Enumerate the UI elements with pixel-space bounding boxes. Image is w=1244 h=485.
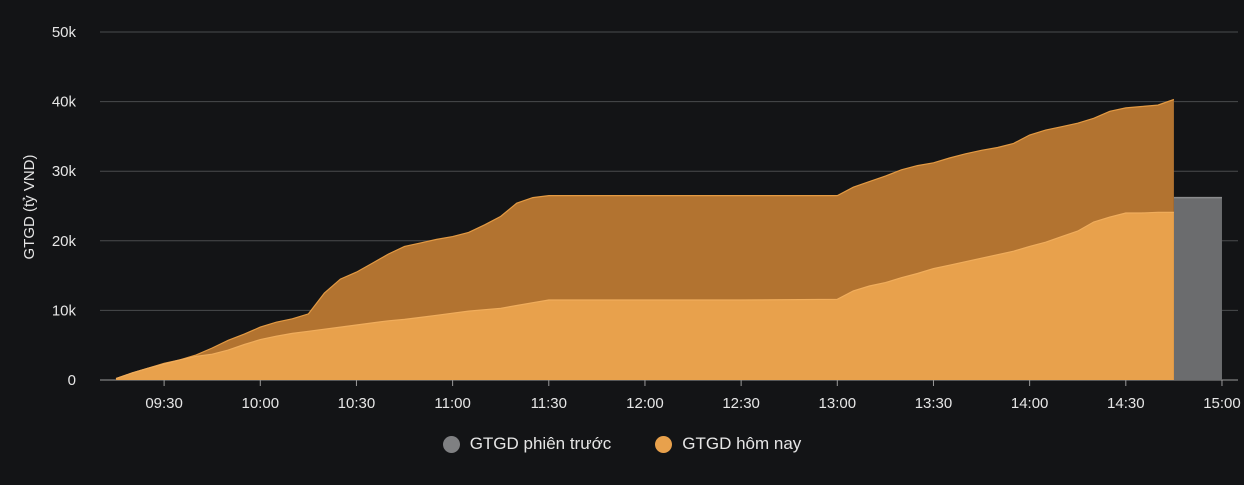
legend: GTGD phiên trước GTGD hôm nay xyxy=(0,434,1244,454)
previous-session-bar xyxy=(1173,197,1222,380)
x-tick-label: 09:30 xyxy=(145,395,183,412)
y-axis-label: GTGD (tỷ VND) xyxy=(21,155,38,260)
line-today xyxy=(115,98,1175,380)
x-tick-label: 11:00 xyxy=(434,395,470,412)
x-tick-label: 13:30 xyxy=(915,395,953,412)
x-tick-label: 10:00 xyxy=(242,395,280,412)
y-tick-label: 50k xyxy=(52,24,77,41)
legend-item-previous-session[interactable]: GTGD phiên trước xyxy=(442,434,612,454)
y-tick-label: 0 xyxy=(68,372,76,389)
x-tick-label: 13:00 xyxy=(819,395,857,412)
legend-item-today[interactable]: GTGD hôm nay xyxy=(655,434,801,454)
legend-dot-previous-session xyxy=(442,435,460,453)
previous-session-bar-group xyxy=(1173,196,1222,380)
y-tick-label: 20k xyxy=(52,233,77,250)
x-tick-label: 10:30 xyxy=(338,395,376,412)
legend-label-today: GTGD hôm nay xyxy=(682,434,802,453)
x-tick-label: 14:30 xyxy=(1107,395,1145,412)
x-tick-label: 14:00 xyxy=(1011,395,1049,412)
x-tick-label: 11:30 xyxy=(531,395,567,412)
area-series-group xyxy=(115,98,1175,380)
y-tick-label: 40k xyxy=(52,94,77,111)
y-axis-ticks: 0 10k 20k 30k 40k 50k xyxy=(52,24,77,389)
legend-label-previous-session: GTGD phiên trước xyxy=(469,434,612,453)
area-previous-session xyxy=(116,212,1174,380)
x-tick-label: 12:00 xyxy=(626,395,664,412)
y-tick-label: 10k xyxy=(52,302,77,319)
line-previous-session xyxy=(115,211,1174,380)
y-tick-label: 30k xyxy=(52,163,77,180)
trading-value-chart: 0 10k 20k 30k 40k 50k 09:30 10:00 10:30 11:00 11:… xyxy=(21,24,1241,412)
legend-dot-today xyxy=(655,435,673,453)
x-tick-label: 12:30 xyxy=(722,395,760,412)
x-axis-ticks: 09:30 10:00 10:30 11:00 11:30 12:00 12:30 13:00… xyxy=(145,380,1241,412)
x-tick-label: 15:00 xyxy=(1203,395,1241,412)
